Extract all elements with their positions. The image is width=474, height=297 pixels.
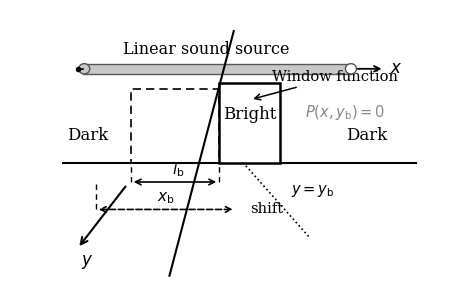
Bar [219,83,280,162]
Text: Dark: Dark [346,127,387,144]
Text: Linear sound source: Linear sound source [123,41,290,58]
Text: $x$: $x$ [390,60,402,77]
Text: $l_\mathrm{b}$: $l_\mathrm{b}$ [173,160,185,178]
Bar [83,64,353,74]
Text: Window function: Window function [255,70,398,100]
Text: $P(x, y_\mathrm{b}) = 0$: $P(x, y_\mathrm{b}) = 0$ [305,103,386,122]
Text: Bright: Bright [223,106,276,123]
Text: $x_\mathrm{b}$: $x_\mathrm{b}$ [157,190,174,206]
Text: shift: shift [250,203,283,217]
Text: $y$: $y$ [82,253,94,271]
Bar [131,89,219,162]
Text: $y = y_\mathrm{b}$: $y = y_\mathrm{b}$ [291,183,334,199]
Ellipse shape [79,64,90,74]
Text: Dark: Dark [66,127,108,144]
Ellipse shape [346,64,356,74]
